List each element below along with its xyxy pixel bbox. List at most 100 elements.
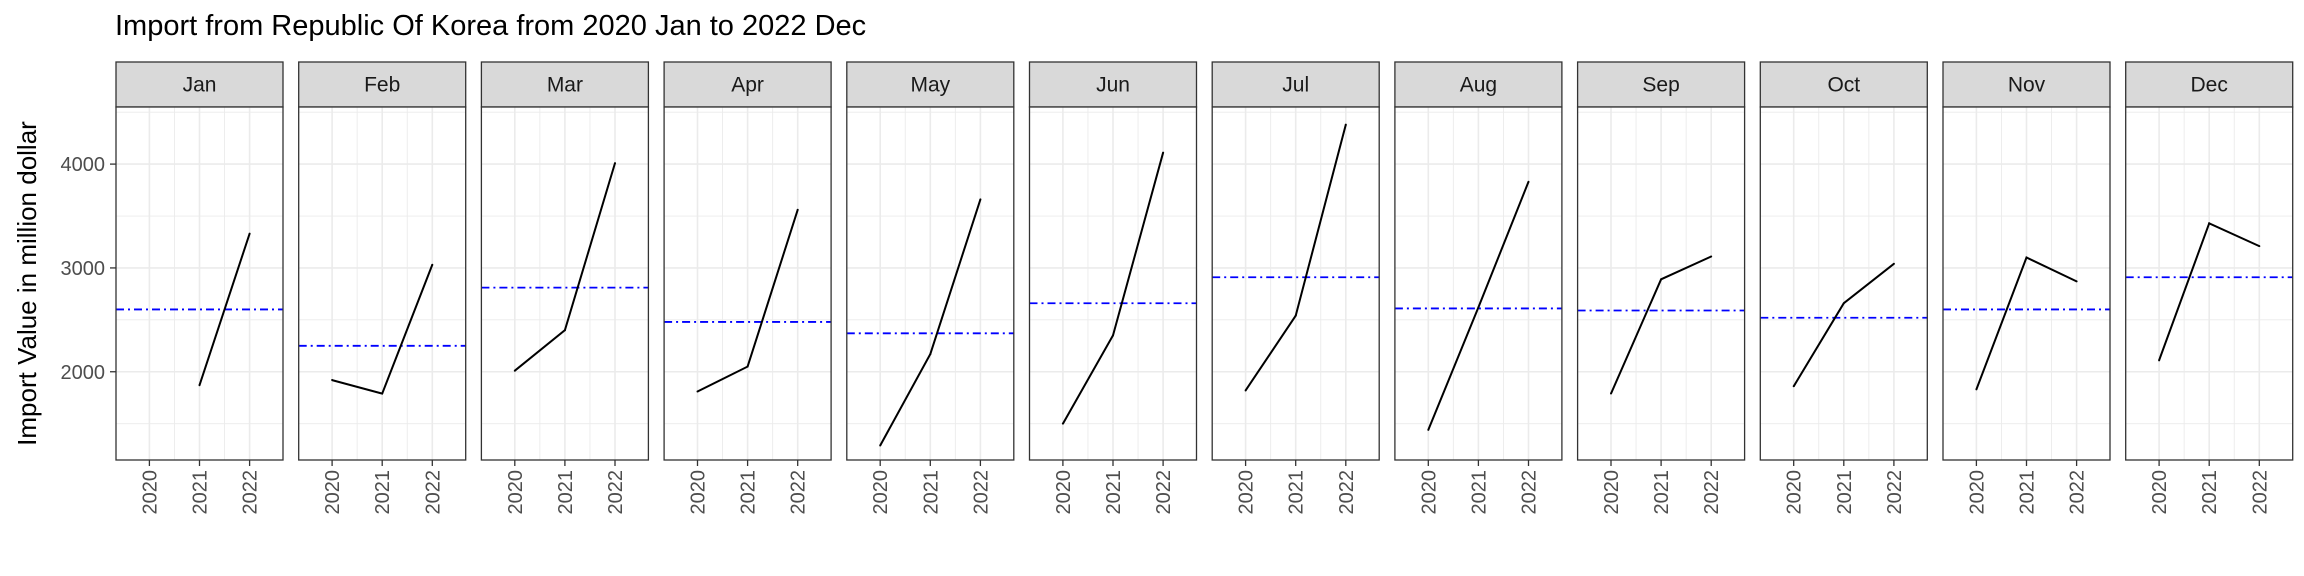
y-tick-label: 3000 bbox=[61, 258, 106, 280]
facet-strip bbox=[2125, 61, 2294, 108]
x-tick-label: 2020 bbox=[139, 470, 161, 515]
facet-may: May 2020 2021 2022 bbox=[846, 61, 1015, 515]
x-tick-label: 2021 bbox=[372, 470, 394, 515]
data-point bbox=[2208, 222, 2211, 225]
data-point bbox=[563, 329, 566, 332]
facet-strip-label: Jan bbox=[183, 74, 217, 97]
x-tick-label: 2020 bbox=[2149, 470, 2171, 515]
data-point bbox=[929, 353, 932, 356]
facet-strip bbox=[298, 61, 467, 108]
data-point bbox=[1527, 180, 1530, 183]
facet-aug: Aug 2020 2021 2022 bbox=[1394, 61, 1563, 515]
data-point bbox=[198, 384, 201, 387]
facet-jul: Jul 2020 2021 2022 bbox=[1211, 61, 1380, 515]
facet-dec: Dec 2020 2021 2022 bbox=[2125, 61, 2294, 515]
facet-strip bbox=[1576, 61, 1746, 108]
x-tick-label: 2022 bbox=[605, 470, 627, 515]
facet-strip bbox=[846, 61, 1015, 108]
facet-strip bbox=[1394, 61, 1563, 108]
x-tick-label: 2021 bbox=[1834, 470, 1856, 515]
data-point bbox=[1610, 392, 1612, 395]
x-tick-label: 2021 bbox=[2199, 470, 2221, 515]
data-point bbox=[381, 392, 384, 395]
data-point bbox=[1112, 334, 1114, 337]
data-point bbox=[1792, 385, 1795, 388]
facet-apr: Apr 2020 2021 2022 bbox=[663, 61, 832, 515]
x-tick-label: 2021 bbox=[1103, 470, 1125, 515]
x-tick-label: 2022 bbox=[788, 470, 810, 515]
data-point bbox=[2158, 359, 2161, 362]
data-point bbox=[2258, 245, 2261, 248]
x-tick-label: 2021 bbox=[1468, 470, 1490, 515]
data-point bbox=[1244, 389, 1247, 392]
x-tick-label: 2022 bbox=[1336, 470, 1358, 515]
facet-strip bbox=[1028, 61, 1198, 108]
data-point bbox=[614, 162, 616, 165]
facet-strip bbox=[663, 61, 832, 108]
x-tick-label: 2020 bbox=[505, 470, 527, 515]
x-tick-label: 2021 bbox=[1651, 470, 1673, 515]
x-tick-label: 2022 bbox=[422, 470, 444, 515]
facet-strip-label: Sep bbox=[1642, 74, 1679, 97]
facet-strip-label: Jun bbox=[1096, 74, 1130, 97]
x-tick-label: 2020 bbox=[1784, 470, 1806, 515]
data-point bbox=[1892, 262, 1895, 265]
data-point bbox=[513, 369, 516, 372]
facet-nov: Nov 2020 2021 2022 bbox=[1942, 61, 2111, 515]
x-tick-label: 2020 bbox=[688, 470, 710, 515]
x-tick-label: 2020 bbox=[870, 470, 892, 515]
data-point bbox=[879, 444, 882, 447]
facet-strip-label: Feb bbox=[364, 74, 400, 97]
chart-title: Import from Republic Of Korea from 2020 … bbox=[115, 10, 867, 42]
y-axis-title: Import Value in million dollar bbox=[12, 121, 42, 446]
x-tick-label: 2020 bbox=[1418, 470, 1440, 515]
x-tick-label: 2020 bbox=[1966, 470, 1988, 515]
facet-strip bbox=[1211, 61, 1380, 108]
facet-strip-label: Mar bbox=[547, 74, 583, 97]
data-point bbox=[796, 208, 799, 211]
x-tick-label: 2021 bbox=[920, 470, 942, 515]
facet-jan: Jan 2020 2021 2022 bbox=[115, 61, 284, 515]
facet-mar: Mar 2020 2021 2022 bbox=[480, 61, 650, 515]
x-tick-label: 2021 bbox=[190, 470, 212, 515]
x-tick-label: 2022 bbox=[240, 470, 262, 515]
x-tick-label: 2022 bbox=[1884, 470, 1906, 515]
x-tick-label: 2021 bbox=[1286, 470, 1308, 515]
data-point bbox=[1975, 388, 1978, 391]
facet-strip-label: Apr bbox=[731, 74, 764, 97]
data-point bbox=[2075, 280, 2078, 283]
data-point bbox=[746, 365, 749, 368]
facet-sep: Sep 2020 2021 2022 bbox=[1576, 61, 1746, 515]
x-tick-label: 2022 bbox=[2067, 470, 2089, 515]
data-point bbox=[1162, 151, 1165, 154]
data-point bbox=[1061, 422, 1064, 425]
facet-strip-label: Nov bbox=[2008, 74, 2046, 97]
data-point bbox=[1660, 278, 1663, 281]
data-point bbox=[331, 379, 334, 382]
x-tick-label: 2021 bbox=[555, 470, 577, 515]
data-point bbox=[431, 263, 434, 266]
data-point bbox=[2025, 256, 2028, 259]
data-point bbox=[1710, 255, 1713, 258]
x-tick-label: 2020 bbox=[1053, 470, 1075, 515]
facet-oct: Oct 2020 2021 2022 bbox=[1759, 61, 1928, 515]
x-tick-label: 2020 bbox=[322, 470, 344, 515]
data-point bbox=[979, 198, 982, 201]
facet-strip-label: May bbox=[910, 74, 950, 97]
x-tick-label: 2022 bbox=[1153, 470, 1175, 515]
facet-strip-label: Dec bbox=[2191, 74, 2228, 97]
series-line bbox=[198, 233, 251, 386]
x-tick-label: 2022 bbox=[1519, 470, 1541, 515]
x-tick-label: 2021 bbox=[2017, 470, 2039, 515]
facet-jun: Jun 2020 2021 2022 bbox=[1028, 61, 1198, 515]
data-point bbox=[1344, 123, 1347, 126]
data-point bbox=[1294, 314, 1297, 317]
facet-strip-label: Oct bbox=[1827, 74, 1860, 97]
data-point bbox=[1477, 306, 1480, 309]
facet-strip bbox=[1942, 61, 2111, 108]
data-point bbox=[696, 390, 699, 393]
data-point bbox=[1427, 428, 1430, 431]
facet-strip-label: Aug bbox=[1460, 74, 1497, 97]
data-point bbox=[1842, 302, 1845, 305]
